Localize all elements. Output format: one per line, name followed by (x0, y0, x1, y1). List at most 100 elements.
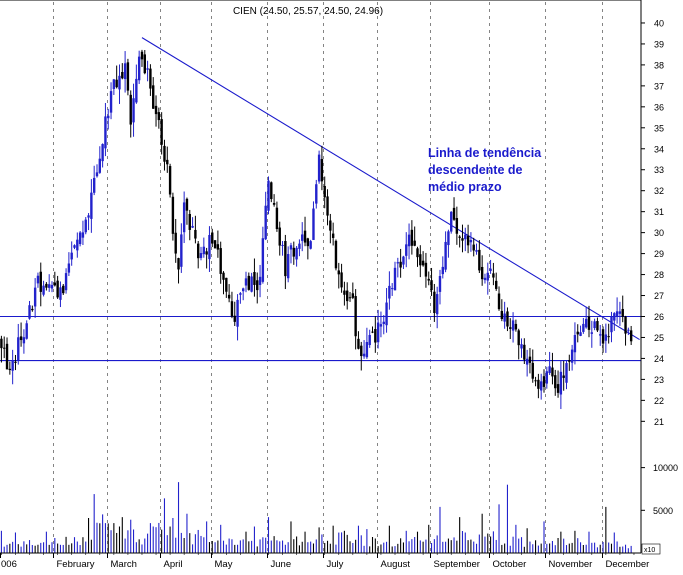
price-body (596, 321, 599, 331)
price-body (157, 112, 161, 121)
price-body (174, 232, 177, 254)
price-tick-label: 33 (654, 165, 664, 175)
price-body (531, 362, 534, 379)
price-body (503, 313, 506, 322)
price-body (388, 285, 391, 299)
price-body (261, 238, 265, 282)
price-body (309, 241, 312, 249)
price-body (584, 318, 588, 328)
price-body (168, 166, 172, 195)
price-body (267, 180, 270, 211)
price-body (525, 358, 529, 365)
price-body (50, 285, 54, 289)
price-body (275, 207, 279, 230)
annotation-line-3: médio prazo (428, 180, 502, 194)
price-body (323, 186, 326, 198)
price-body (70, 252, 73, 260)
price-body (554, 375, 557, 389)
price-body (489, 268, 492, 271)
price-body (163, 145, 166, 162)
price-body (78, 232, 82, 245)
price-body (348, 297, 352, 299)
price-body (601, 329, 605, 344)
price-body (590, 332, 594, 334)
price-body (101, 144, 104, 162)
price-body (36, 275, 40, 284)
price-body (227, 294, 231, 299)
price-body (568, 360, 571, 362)
price-body (123, 63, 127, 80)
price-tick-label: 24 (654, 354, 664, 364)
price-body (140, 51, 144, 60)
price-body (95, 172, 99, 177)
price-body (343, 290, 346, 295)
price-tick-label: 39 (654, 39, 664, 49)
price-body (230, 301, 234, 317)
volume-tick-label: 5000 (653, 506, 673, 516)
price-body (447, 231, 450, 246)
annotation-line-2: descendente de (428, 163, 523, 177)
price-body (497, 293, 501, 310)
price-body (180, 234, 183, 267)
price-body (107, 115, 110, 119)
price-body (315, 184, 318, 204)
price-body (405, 244, 408, 256)
price-body (25, 323, 28, 339)
price-body (188, 213, 191, 230)
price-body (587, 316, 591, 330)
price-body (289, 245, 293, 250)
price-body (3, 347, 6, 349)
price-body (73, 245, 76, 248)
price-body (320, 158, 324, 182)
price-body (298, 243, 301, 249)
grid-layer: 006 February March April May June July August Se… (0, 2, 649, 570)
price-body (115, 79, 118, 88)
price-body (351, 293, 355, 298)
price-tick-label: 21 (654, 417, 664, 427)
price-body (258, 276, 262, 285)
price-body (219, 248, 222, 274)
price-body (295, 247, 298, 260)
price-body (517, 330, 520, 346)
price-body (225, 277, 228, 292)
price-body (208, 234, 211, 260)
price-tick-label: 27 (654, 291, 664, 301)
price-body (112, 79, 116, 90)
price-body (5, 343, 9, 370)
price-body (177, 258, 180, 270)
price-body (419, 254, 422, 266)
price-body (329, 220, 332, 231)
price-body (109, 91, 113, 113)
price-body (495, 280, 498, 289)
price-body (129, 94, 132, 125)
price-body (427, 278, 430, 281)
price-body (492, 273, 495, 278)
price-body (185, 198, 189, 211)
price-tick-label: 38 (654, 60, 664, 70)
price-body (306, 238, 310, 247)
price-body (424, 262, 428, 277)
trendline (141, 37, 640, 341)
price-body (118, 75, 121, 90)
price-body (376, 322, 380, 343)
price-body (270, 182, 273, 200)
price-tick-label: 25 (654, 333, 664, 343)
annotation-layer: Linha de tendência descendente de médio … (428, 146, 542, 194)
price-body (360, 345, 363, 357)
price-body (334, 240, 338, 269)
price-body (264, 205, 267, 240)
price-body (47, 284, 51, 288)
price-body (610, 316, 613, 333)
volume-layer (0, 482, 632, 553)
price-body (90, 192, 93, 219)
trendline-layer (141, 37, 640, 341)
price-body (629, 330, 633, 342)
price-body (599, 334, 602, 336)
price-body (331, 233, 335, 238)
price-body (455, 218, 459, 234)
price-body (250, 276, 253, 292)
price-body (0, 338, 3, 349)
price-body (222, 272, 225, 280)
price-body (76, 239, 79, 251)
